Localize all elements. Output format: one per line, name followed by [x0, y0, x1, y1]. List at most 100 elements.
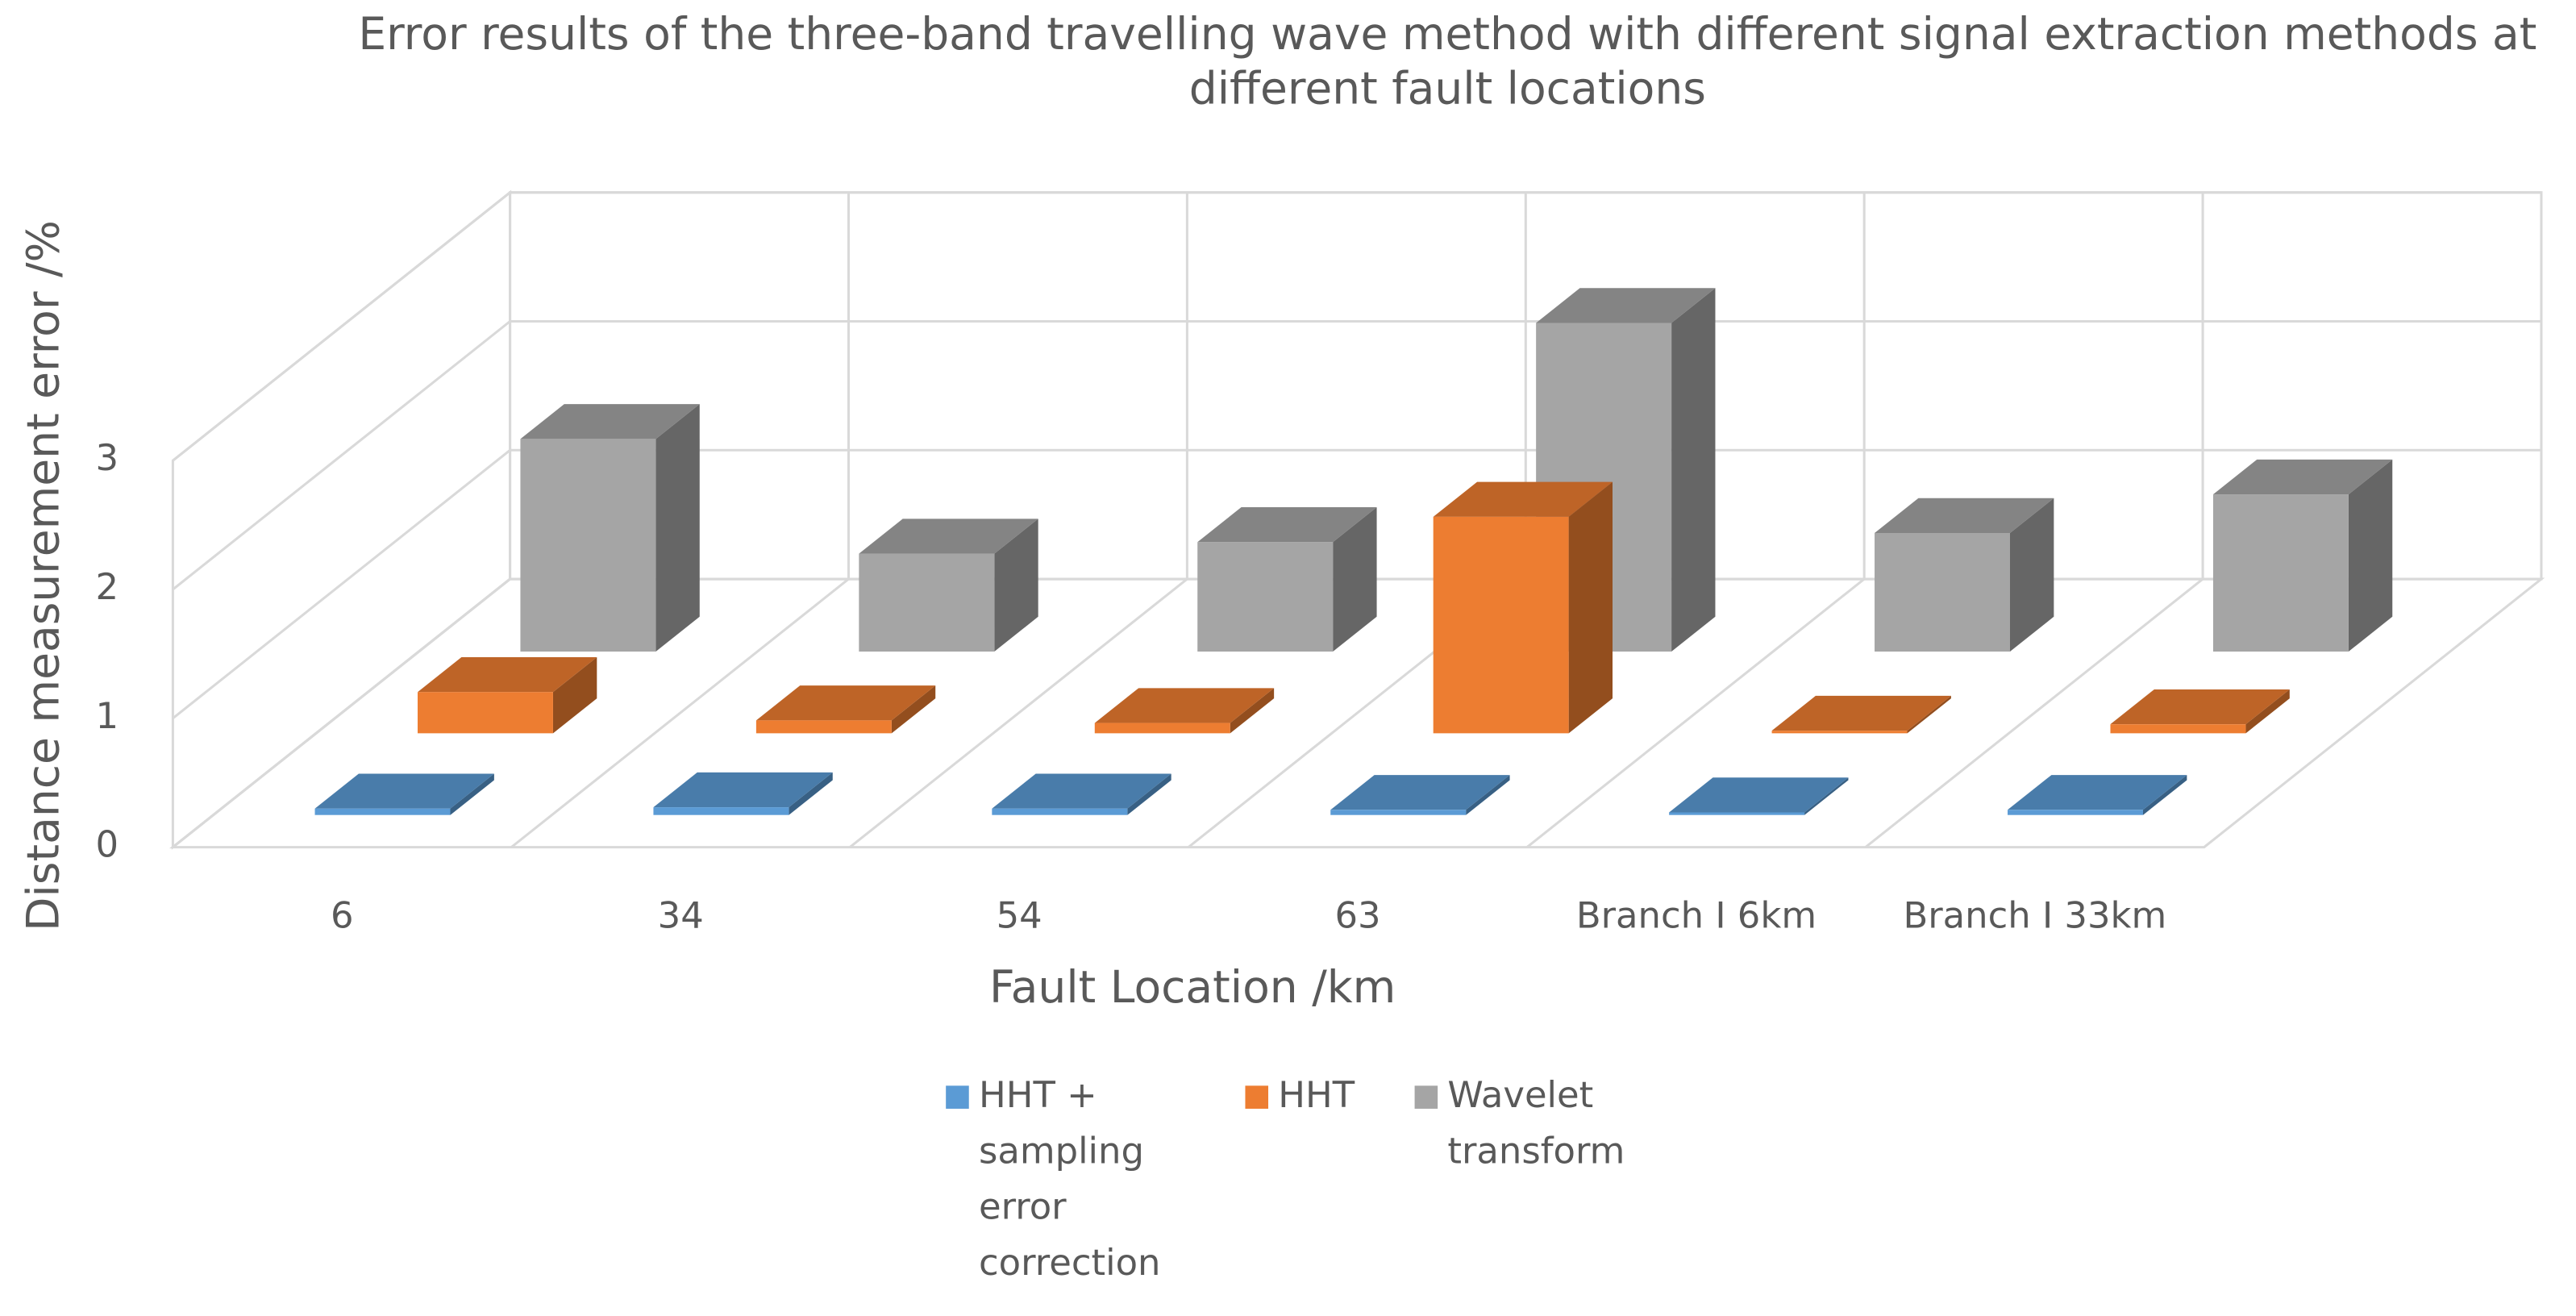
bar-top: [1433, 481, 1613, 517]
bar: [1094, 688, 1275, 734]
bar: [2212, 459, 2393, 652]
bar-front: [1094, 723, 1230, 734]
bar-side: [2009, 498, 2054, 652]
side-wall: [171, 189, 512, 850]
bar-front: [417, 692, 553, 734]
y-tick-label: 0: [96, 823, 119, 866]
bar: [1433, 481, 1613, 734]
bar-side: [789, 772, 833, 815]
legend-label: HHT: [1278, 1076, 1355, 1118]
legend-label-box: HHT + sampling error correction: [978, 1076, 1161, 1285]
bar-top: [2008, 775, 2187, 810]
x-tick-label: 63: [1334, 893, 1380, 936]
bar-top: [1771, 695, 1951, 731]
legend-swatch: [946, 1085, 969, 1109]
floor-divider: [849, 577, 1188, 848]
legend-label-box: HHT: [1278, 1076, 1355, 1118]
bar-front: [2110, 724, 2246, 734]
bar: [1330, 775, 1510, 815]
bar-side: [2142, 775, 2187, 815]
bar-top: [859, 518, 1038, 554]
grid-line: [172, 448, 2541, 719]
bar: [520, 404, 700, 652]
bar-front: [755, 720, 892, 734]
legend: HHT + sampling error correction HHT Wavele…: [946, 1076, 1625, 1285]
bar-side: [1230, 688, 1275, 734]
bar-front: [1875, 533, 2010, 652]
bar-side: [1466, 775, 1510, 815]
bar-top: [1197, 506, 1377, 543]
bar-side: [552, 656, 597, 734]
x-tick-label: 34: [658, 893, 704, 936]
y-axis-title: Distance measurement error /%: [17, 220, 69, 931]
bar-top: [417, 656, 597, 693]
bar-side: [1127, 773, 1171, 815]
bar-top: [2110, 689, 2290, 725]
bar-front: [1771, 731, 1908, 734]
bar-side: [891, 685, 936, 734]
title-box: Error results of the three-band travelli…: [358, 10, 2537, 115]
bar-top: [1669, 777, 1849, 813]
bar: [1771, 695, 1951, 734]
bar: [417, 656, 597, 734]
y-tick-label: 1: [96, 694, 119, 737]
bar-side: [1671, 288, 1716, 652]
bar-side: [655, 404, 700, 652]
bars: [314, 288, 2393, 815]
floor-divider: [510, 577, 850, 848]
bar-front: [992, 808, 1128, 815]
bar-top: [314, 773, 494, 809]
bar-front: [1433, 516, 1569, 734]
legend-label-box: Wavelet transform: [1447, 1076, 1625, 1173]
bar-side: [994, 518, 1038, 652]
grid-line: [172, 577, 2541, 848]
bar: [653, 772, 833, 815]
bar-front: [653, 807, 789, 815]
bar-front: [2008, 810, 2143, 815]
floor-divider: [1864, 577, 2204, 848]
grid-line: [172, 191, 2541, 462]
bar: [1875, 498, 2054, 652]
bar: [1197, 506, 1377, 652]
bar-top: [520, 404, 700, 439]
bar-front: [520, 439, 656, 652]
x-tick-label: 54: [997, 893, 1042, 936]
bar-front: [314, 808, 451, 815]
legend-label: HHT + sampling error correction: [978, 1076, 1161, 1285]
x-axis-title: Fault Location /km: [989, 961, 1396, 1013]
x-tick-label: 6: [331, 893, 354, 936]
bar: [755, 685, 936, 734]
bar-front: [1669, 812, 1805, 815]
y-tick-label: 2: [96, 565, 119, 608]
bar-front: [2212, 494, 2349, 652]
bar-side: [1568, 481, 1613, 734]
bar: [2110, 689, 2290, 734]
legend-swatch: [1414, 1085, 1438, 1109]
grid-line: [172, 319, 2541, 591]
bar-side: [2245, 689, 2290, 734]
bar-top: [2212, 459, 2393, 495]
bar-side: [450, 773, 494, 815]
bar-top: [755, 685, 936, 721]
chart-title: Error results of the three-band travelli…: [358, 10, 2537, 115]
bar-side: [1907, 695, 1951, 734]
bar-side: [1804, 777, 1849, 815]
bar-top: [1536, 288, 1716, 323]
bar-top: [992, 773, 1171, 809]
bar: [2008, 775, 2187, 815]
walls: 0 1 2 3 6 34 54 63 Branch Ⅰ 6km Branch Ⅰ 33km: [96, 189, 2545, 936]
legend-label: Wavelet transform: [1447, 1076, 1625, 1173]
bar: [314, 773, 494, 815]
bar: [992, 773, 1171, 815]
bar-top: [653, 772, 833, 808]
bar-front: [859, 553, 995, 652]
x-tick-label: Branch Ⅰ 33km: [1903, 893, 2166, 936]
legend-swatch: [1245, 1085, 1269, 1109]
bar-top: [1330, 775, 1510, 810]
bar-side: [1333, 506, 1377, 652]
bar: [1669, 777, 1849, 815]
x-tick-label: Branch Ⅰ 6km: [1576, 893, 1817, 936]
y-tick-label: 3: [96, 436, 119, 479]
